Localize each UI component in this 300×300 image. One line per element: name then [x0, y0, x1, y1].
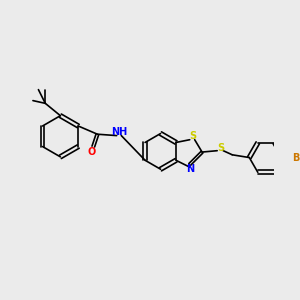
Text: S: S [190, 131, 196, 141]
Text: Br: Br [292, 152, 300, 163]
Text: N: N [187, 164, 195, 174]
Text: NH: NH [111, 127, 127, 137]
Text: O: O [88, 146, 96, 157]
Text: S: S [217, 143, 224, 153]
